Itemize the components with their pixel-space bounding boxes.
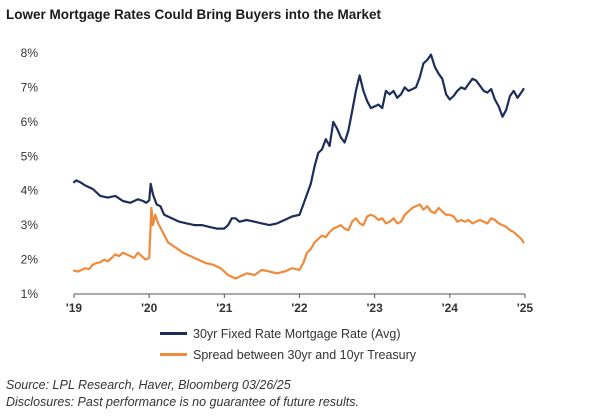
line-chart: 1% 2% 3% 4% 5% 6% 7% 8% '19 '20 '21 '22 '23 '24 '25 [21,46,534,315]
legend-item-spread: Spread between 30yr and 10yr Treasury [160,344,416,365]
y-tick-label: 3% [21,218,39,232]
legend-swatch-spread [160,353,187,356]
x-tick-label: '23 [367,301,384,315]
legend-label-mortgage: 30yr Fixed Rate Mortgage Rate (Avg) [193,326,401,341]
mortgage-rate-line [72,53,525,230]
x-axis: '19 '20 '21 '22 '23 '24 '25 [66,293,534,315]
chart-title: Lower Mortgage Rates Could Bring Buyers … [6,7,382,22]
y-tick-label: 4% [21,184,39,198]
x-tick-label: '22 [291,301,308,315]
y-tick-label: 2% [21,253,39,267]
series-layer [72,53,525,280]
y-axis-tick-labels: 1% 2% 3% 4% 5% 6% 7% 8% [21,46,39,301]
legend-item-mortgage: 30yr Fixed Rate Mortgage Rate (Avg) [160,323,416,344]
x-tick-label: '25 [517,301,534,315]
y-tick-label: 5% [21,149,39,163]
x-tick-label: '20 [141,301,158,315]
x-tick-label: '24 [442,301,459,315]
legend-swatch-mortgage [160,332,187,335]
spread-line [72,203,525,280]
y-tick-label: 1% [21,287,39,301]
x-tick-label: '19 [66,301,83,315]
legend: 30yr Fixed Rate Mortgage Rate (Avg) Spre… [160,323,416,365]
legend-label-spread: Spread between 30yr and 10yr Treasury [193,347,417,362]
x-tick-label: '21 [216,301,233,315]
source-note: Source: LPL Research, Haver, Bloomberg 0… [6,377,359,411]
disclosure-text: Disclosures: Past performance is no guar… [6,395,359,409]
source-text: Source: LPL Research, Haver, Bloomberg 0… [6,378,291,392]
y-tick-label: 6% [21,115,39,129]
y-tick-label: 8% [21,46,39,60]
y-tick-label: 7% [21,80,39,94]
